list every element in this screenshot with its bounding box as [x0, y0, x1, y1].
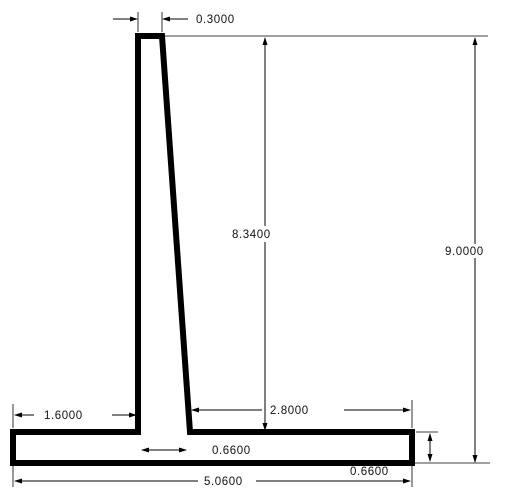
- footing-width-label: 5.0600: [204, 476, 243, 488]
- toe-length-label: 1.6000: [44, 410, 83, 422]
- footing-width-dimension: [12, 466, 413, 487]
- retaining-wall-outline: [10, 33, 415, 466]
- footing-thickness-label: 0.6600: [350, 466, 389, 478]
- total-height-dimension: [472, 37, 478, 463]
- stem-top-width-label: 0.3000: [196, 14, 235, 26]
- total-height-label: 9.0000: [445, 246, 484, 258]
- stem-base-width-label: 0.6600: [212, 445, 251, 457]
- stem-top-width-dimension: [113, 12, 188, 32]
- stem-height-dimension: [262, 37, 268, 431]
- heel-length-label: 2.8000: [270, 405, 309, 417]
- stem-height-label: 8.3400: [232, 229, 271, 241]
- toe-length-dimension: [12, 404, 139, 428]
- heel-length-dimension: [191, 400, 413, 428]
- stem-base-width-dimension: [141, 447, 187, 453]
- footing-thickness-dimension: [416, 431, 438, 462]
